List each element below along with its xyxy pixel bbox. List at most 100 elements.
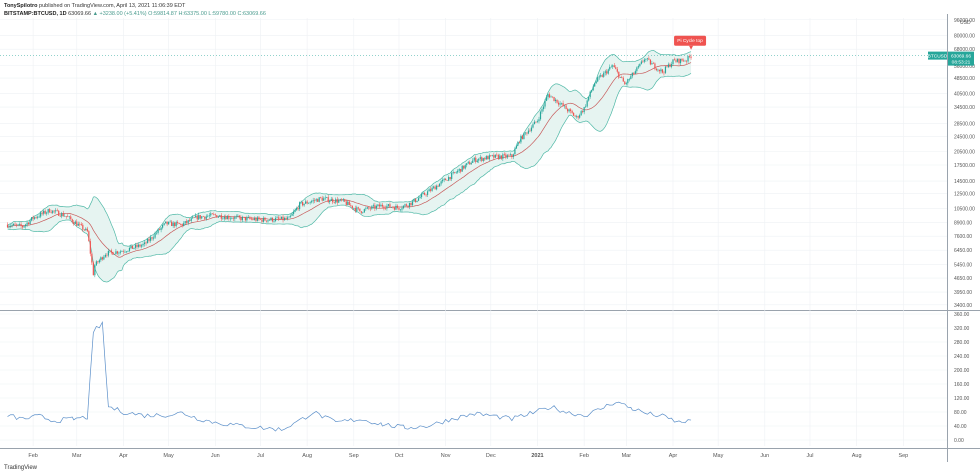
- candle-body: [570, 109, 572, 111]
- price-tick-label: 48500.00: [954, 76, 975, 82]
- candle-body: [320, 197, 322, 198]
- time-tick-label: Apr: [119, 453, 128, 459]
- candle-body: [101, 257, 103, 260]
- candle-body: [439, 183, 441, 187]
- candle-body: [65, 216, 67, 217]
- time-tick-label: Oct: [395, 453, 404, 459]
- candle-body: [553, 96, 555, 102]
- candle-body: [217, 216, 219, 218]
- candle-body: [542, 106, 545, 110]
- candle-body: [285, 217, 287, 219]
- candle-body: [262, 217, 265, 222]
- candle-body: [109, 250, 111, 252]
- candle-body: [445, 178, 447, 181]
- candle-body: [684, 60, 686, 62]
- candle-body: [377, 204, 379, 206]
- publish-info: published on TradingView.com, April 13, …: [39, 3, 186, 9]
- candle-body: [387, 204, 390, 206]
- candle-body: [514, 148, 516, 155]
- candle-body: [312, 200, 314, 202]
- candle-body: [172, 222, 174, 227]
- candle-body: [56, 210, 58, 211]
- candle-body: [491, 155, 493, 156]
- countdown-label: 08:53:21: [952, 60, 971, 66]
- candle-body: [311, 201, 313, 203]
- author-name: TonySpilotro: [4, 3, 38, 9]
- candle-body: [544, 100, 546, 107]
- candle-body: [442, 179, 444, 182]
- candle-body: [14, 223, 16, 225]
- candle-body: [186, 221, 188, 223]
- candle-body: [183, 223, 185, 226]
- candle-body: [294, 209, 296, 212]
- candle-body: [357, 207, 359, 209]
- candle-body: [210, 213, 212, 216]
- candle-body: [518, 141, 521, 143]
- candle-body: [238, 215, 240, 218]
- tradingview-logo: TradingView: [4, 465, 37, 471]
- candle-body: [345, 201, 347, 205]
- candle-body: [499, 155, 501, 159]
- candle-body: [107, 250, 110, 256]
- candle-body: [628, 79, 630, 80]
- candle-body: [34, 217, 36, 219]
- price-unit-label: USD: [960, 20, 971, 26]
- candle-body: [94, 265, 96, 276]
- candle-body: [139, 244, 141, 247]
- candle-body: [640, 61, 642, 64]
- price-tick-label: 5450.00: [954, 263, 972, 269]
- candle-body: [190, 218, 192, 221]
- candle-body: [329, 200, 331, 203]
- candle-body: [95, 261, 97, 266]
- candle-body: [597, 77, 599, 82]
- candle-body: [250, 218, 253, 220]
- candle-body: [651, 63, 653, 65]
- last-price-tag-label: 63069.66: [951, 53, 971, 59]
- candle-body: [166, 221, 168, 225]
- time-tick-label: Feb: [28, 453, 37, 459]
- candle-body: [464, 165, 466, 169]
- candle-body: [74, 221, 76, 224]
- candle-body: [633, 72, 635, 74]
- candle-body: [240, 217, 242, 221]
- candle-body: [148, 239, 150, 241]
- candle-body: [600, 75, 602, 77]
- candle-body: [169, 221, 171, 223]
- candle-body: [106, 254, 108, 256]
- candle-body: [538, 119, 540, 122]
- candle-body: [622, 77, 624, 82]
- candle-body: [646, 58, 648, 60]
- symbol-label[interactable]: BITSTAMP:BTCUSD, 1D: [4, 11, 67, 17]
- indicator-tick-label: 240.00: [954, 354, 970, 360]
- candle-body: [440, 181, 442, 184]
- candle-body: [97, 261, 99, 263]
- candle-body: [237, 215, 239, 217]
- candle-body: [92, 262, 94, 276]
- candle-body: [365, 208, 367, 210]
- candle-body: [685, 60, 688, 62]
- candle-body: [297, 208, 299, 210]
- candle-body: [588, 96, 590, 101]
- indicator-tick-label: 0.00: [954, 438, 964, 444]
- indicator-tick-label: 80.00: [954, 410, 967, 416]
- candle-body: [573, 112, 575, 116]
- candle-body: [433, 186, 435, 188]
- indicator-tick-label: 40.00: [954, 424, 967, 430]
- candle-body: [38, 216, 40, 218]
- candle-body: [539, 111, 542, 120]
- candle-body: [35, 217, 37, 218]
- candle-body: [460, 169, 462, 172]
- candle-body: [24, 224, 27, 227]
- candle-body: [302, 201, 304, 206]
- candle-body: [372, 205, 374, 207]
- candle-body: [500, 155, 502, 159]
- candle-body: [625, 83, 627, 85]
- candle-body: [551, 96, 554, 98]
- candle-body: [214, 214, 216, 216]
- candle-body: [116, 251, 119, 254]
- candle-body: [332, 198, 334, 203]
- price-tick-label: 40500.00: [954, 91, 975, 97]
- time-tick-label: 2021: [531, 453, 543, 459]
- candle-body: [565, 105, 567, 110]
